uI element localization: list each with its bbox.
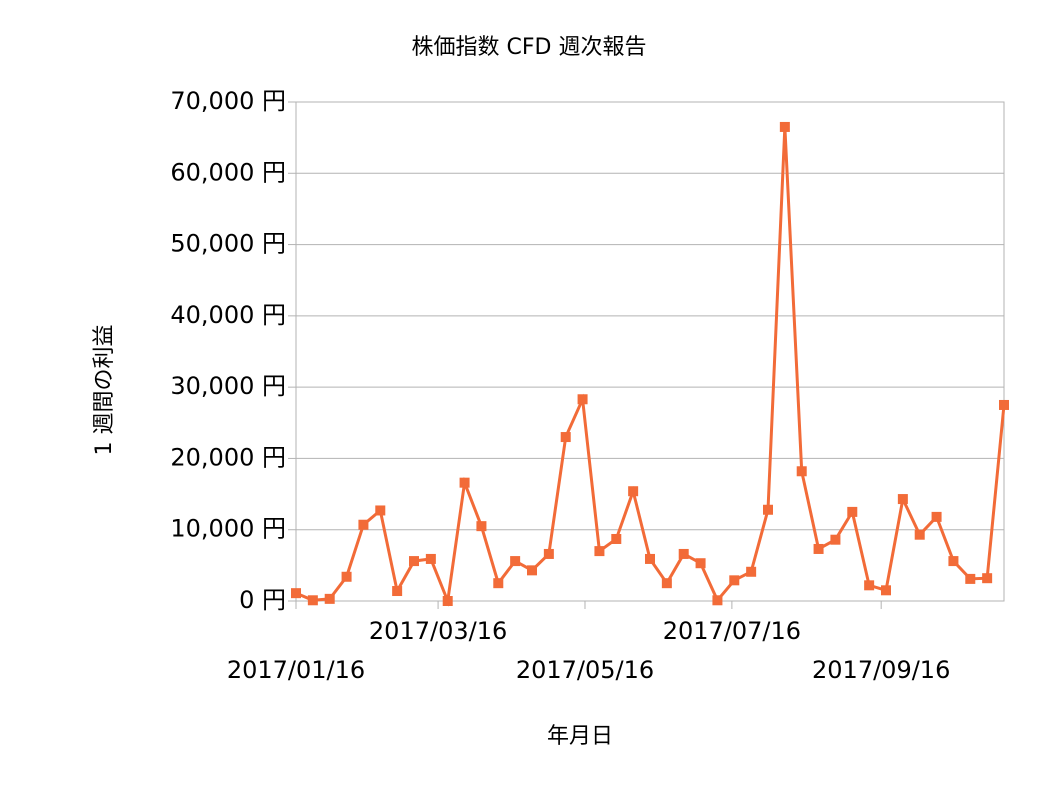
point: [965, 573, 976, 584]
point: [560, 432, 571, 443]
point: [982, 573, 993, 584]
y-tick-label: 10,000 円: [170, 515, 286, 543]
point: [914, 529, 925, 540]
x-tick-label: 2017/09/16: [812, 656, 950, 684]
point: [324, 593, 335, 604]
point: [931, 511, 942, 522]
point: [763, 504, 773, 515]
point: [746, 566, 757, 577]
point: [813, 543, 824, 554]
point: [527, 565, 537, 576]
point: [476, 521, 487, 532]
point: [341, 571, 352, 582]
point: [729, 575, 740, 586]
y-tick-label: 60,000 円: [170, 158, 286, 186]
point: [948, 556, 959, 567]
point: [897, 494, 908, 505]
point: [594, 546, 605, 557]
y-tick-label: 70,000 円: [170, 87, 286, 115]
x-tick-label: 2017/07/16: [663, 617, 801, 645]
point: [392, 586, 403, 597]
point: [510, 556, 521, 567]
point: [611, 533, 622, 544]
y-tick-label: 20,000 円: [170, 443, 286, 471]
point: [307, 595, 318, 606]
x-tick-label: 2017/01/16: [227, 656, 365, 684]
point: [678, 548, 689, 559]
point: [864, 580, 875, 591]
point: [645, 553, 655, 564]
point: [375, 505, 386, 516]
point: [459, 477, 470, 488]
point: [543, 548, 554, 559]
point: [358, 519, 369, 530]
point: [291, 588, 301, 599]
point: [999, 399, 1009, 410]
point: [577, 394, 588, 405]
x-tick-label: 2017/05/16: [516, 656, 654, 684]
point: [830, 534, 841, 545]
point: [779, 121, 790, 132]
point: [442, 596, 453, 606]
x-axis-title: 年月日: [547, 724, 613, 749]
point: [409, 556, 419, 567]
x-tick-label: 2017/03/16: [369, 617, 507, 645]
y-tick-label: 30,000 円: [170, 372, 286, 400]
point: [796, 466, 807, 477]
chart-title: 株価指数 CFD 週次報告: [412, 35, 647, 60]
y-tick-label: 0 円: [239, 586, 286, 614]
point: [695, 558, 706, 569]
point: [628, 486, 639, 497]
point: [847, 506, 858, 517]
point: [493, 578, 504, 589]
y-axis-title: 1 週間の利益: [92, 325, 117, 456]
point: [881, 585, 891, 596]
y-tick-label: 40,000 円: [170, 301, 286, 329]
point: [425, 553, 436, 564]
point: [661, 578, 672, 589]
point: [712, 595, 723, 606]
y-tick-label: 50,000 円: [170, 230, 286, 258]
